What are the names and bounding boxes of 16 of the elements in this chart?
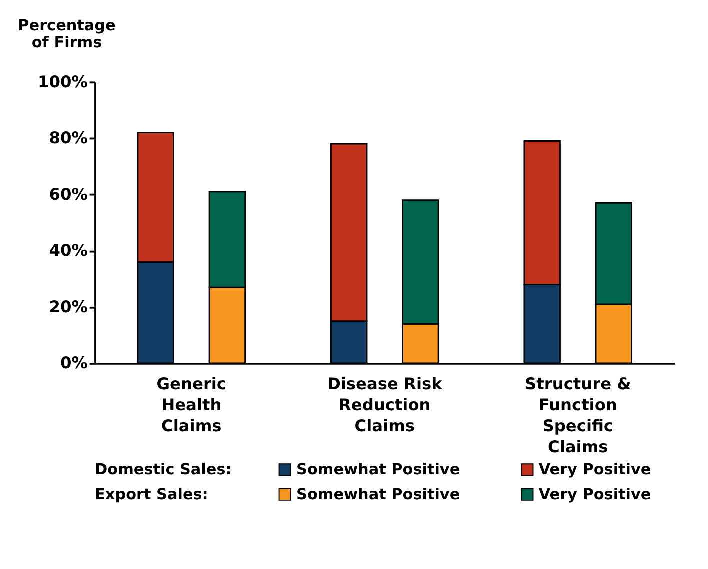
text: Domestic Sales: — [95, 460, 232, 479]
legend-label: Very Positive — [538, 460, 652, 479]
legend-label: Very Positive — [538, 485, 652, 504]
y-axis-title: Percentage of Firms — [18, 16, 116, 52]
text: Export Sales: — [95, 485, 208, 504]
y-tick-label: 60% — [49, 184, 88, 204]
y-tick-label: 20% — [49, 297, 88, 316]
y-tick-label: 40% — [49, 241, 88, 260]
x-tick-label: Structure & Function Specific Claims — [525, 374, 632, 456]
y-tick-label: 80% — [49, 128, 88, 148]
y-tick-label: 100% — [38, 72, 88, 92]
y-tick-label: 0% — [60, 354, 88, 373]
x-tick-label: Disease Risk Reduction Claims — [327, 374, 444, 436]
legend-label: Somewhat Positive — [296, 485, 460, 504]
x-tick-label: Generic Health Claims — [156, 374, 227, 436]
legend-label: Somewhat Positive — [296, 460, 460, 479]
